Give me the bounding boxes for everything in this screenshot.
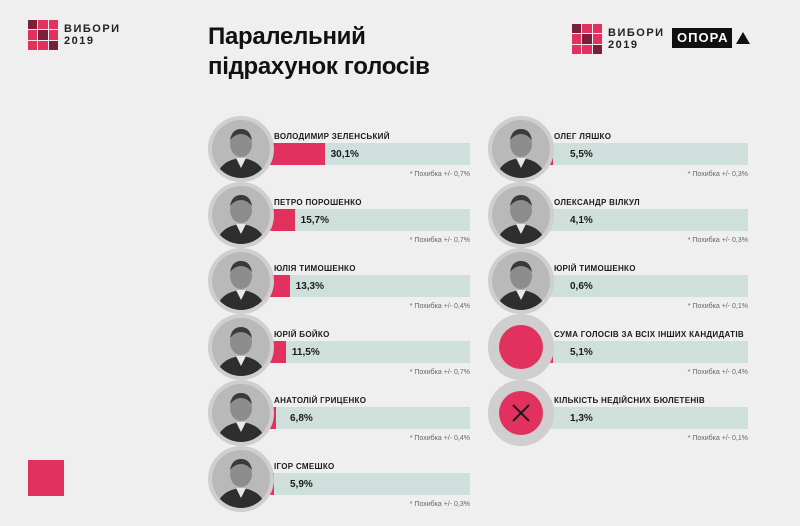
portrait-icon [208, 116, 274, 182]
triangle-icon [736, 32, 751, 44]
logo-line2: 2019 [608, 39, 639, 51]
value-label: 30,1% [330, 149, 359, 160]
candidate-row: ЮРІЙ БОЙКО 11,5% * Похибка +/- 0,7% [208, 314, 470, 380]
logo-line1: ВИБОРИ [608, 27, 665, 39]
candidate-row: ОЛЕГ ЛЯШКО 5,5% * Похибка +/- 0,3% [488, 116, 748, 182]
portrait-icon [208, 380, 274, 446]
portrait-icon [208, 314, 274, 380]
bar-1 [262, 143, 325, 165]
portrait-icon [208, 446, 274, 512]
bar-track [262, 143, 470, 165]
portrait-icon [488, 248, 554, 314]
title-line2: підрахунок голосів [208, 53, 430, 80]
margin-of-error-note: * Похибка +/- 0,1% [687, 435, 748, 442]
page-title: Паралельний підрахунок голосів [208, 22, 528, 82]
portrait-icon [208, 182, 274, 248]
margin-of-error-note: * Похибка +/- 0,1% [687, 303, 748, 310]
candidate-name: ОЛЕГ ЛЯШКО [554, 132, 612, 141]
grid-logo-icon [28, 20, 58, 50]
vybory-logo-right: ВИБОРИ 2019 [572, 24, 665, 54]
value-label: 6,8% [290, 413, 313, 424]
cross-icon [488, 380, 554, 446]
logo-line2: 2019 [64, 35, 95, 47]
opora-logo-text: ОПОРА [672, 28, 733, 48]
candidate-name: ЮРІЙ ТИМОШЕНКО [554, 264, 636, 273]
value-label: 0,6% [570, 281, 593, 292]
grid-logo-icon [572, 24, 602, 54]
margin-of-error-note: * Похибка +/- 0,4% [409, 303, 470, 310]
candidate-name: ЮЛІЯ ТИМОШЕНКО [274, 264, 356, 273]
candidate-row: ПЕТРО ПОРОШЕНКО 15,7% * Похибка +/- 0,7% [208, 182, 470, 248]
portrait-icon [488, 182, 554, 248]
candidate-row: СУМА ГОЛОСІВ ЗА ВСІХ ІНШИХ КАНДИДАТІВ 5,1… [488, 314, 748, 380]
candidate-name: ОЛЕКСАНДР ВІЛКУЛ [554, 198, 640, 207]
margin-of-error-note: * Похибка +/- 0,3% [687, 171, 748, 178]
candidate-row: КІЛЬКІСТЬ НЕДІЙСНИХ БЮЛЕТЕНІВ 1,3% * Похиб… [488, 380, 748, 446]
value-label: 5,9% [290, 479, 313, 490]
value-label: 1,3% [570, 413, 593, 424]
candidate-name: АНАТОЛІЙ ГРИЦЕНКО [274, 396, 367, 405]
candidate-row: АНАТОЛІЙ ГРИЦЕНКО 6,8% * Похибка +/- 0,4% [208, 380, 470, 446]
portrait-icon [488, 116, 554, 182]
portrait-icon [208, 248, 274, 314]
candidate-name: КІЛЬКІСТЬ НЕДІЙСНИХ БЮЛЕТЕНІВ [554, 396, 706, 405]
candidate-row: ОЛЕКСАНДР ВІЛКУЛ 4,1% * Похибка +/- 0,3% [488, 182, 748, 248]
bar-track [262, 209, 470, 231]
margin-of-error-note: * Похибка +/- 0,4% [409, 435, 470, 442]
vybory-logo-left: ВИБОРИ 2019 [28, 20, 121, 50]
margin-of-error-note: * Похибка +/- 0,7% [409, 237, 470, 244]
title-line1: Паралельний [208, 23, 366, 50]
candidate-name: ВОЛОДИМИР ЗЕЛЕНСЬКИЙ [274, 132, 390, 141]
candidate-row: ЮЛІЯ ТИМОШЕНКО 13,3% * Похибка +/- 0,4% [208, 248, 470, 314]
value-label: 15,7% [300, 215, 329, 226]
candidate-name: ЮРІЙ БОЙКО [274, 330, 330, 339]
candidate-row: ІГОР СМЕШКО 5,9% * Похибка +/- 0,3% [208, 446, 470, 512]
value-label: 5,5% [570, 149, 593, 160]
decorative-square-icon [28, 460, 64, 496]
value-label: 4,1% [570, 215, 593, 226]
candidate-row: ВОЛОДИМИР ЗЕЛЕНСЬКИЙ 30,1% * Похибка +/- 0… [208, 116, 470, 182]
bar-track [262, 275, 470, 297]
logo-line1: ВИБОРИ [64, 23, 121, 35]
candidate-name: СУМА ГОЛОСІВ ЗА ВСІХ ІНШИХ КАНДИДАТІВ [554, 330, 744, 339]
margin-of-error-note: * Похибка +/- 0,3% [687, 237, 748, 244]
candidate-name: ПЕТРО ПОРОШЕНКО [274, 198, 362, 207]
candidate-row: ЮРІЙ ТИМОШЕНКО 0,6% * Похибка +/- 0,1% [488, 248, 748, 314]
opora-logo: ОПОРА [672, 28, 751, 48]
margin-of-error-note: * Похибка +/- 0,4% [687, 369, 748, 376]
margin-of-error-note: * Похибка +/- 0,3% [409, 501, 470, 508]
value-label: 5,1% [570, 347, 593, 358]
circle-icon [488, 314, 554, 380]
margin-of-error-note: * Похибка +/- 0,7% [409, 171, 470, 178]
value-label: 11,5% [291, 347, 320, 358]
value-label: 13,3% [295, 281, 325, 292]
margin-of-error-note: * Похибка +/- 0,7% [409, 369, 470, 376]
candidate-name: ІГОР СМЕШКО [274, 462, 335, 471]
